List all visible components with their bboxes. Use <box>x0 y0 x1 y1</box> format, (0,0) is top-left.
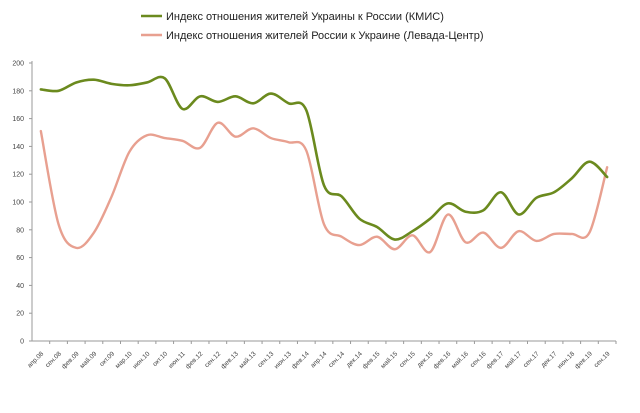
x-tick-label: апр.14 <box>309 350 328 369</box>
x-tick-label: сен.15 <box>398 350 417 369</box>
x-tick-label: июн.10 <box>132 350 152 370</box>
y-tick-label: 140 <box>12 144 24 151</box>
x-tick-label: фев.17 <box>485 350 505 370</box>
x-tick-label: фев.16 <box>432 350 452 370</box>
series-line-kmis <box>39 75 609 241</box>
x-tick-label: сен.17 <box>522 350 541 369</box>
x-tick-label: фев.19 <box>574 350 594 370</box>
x-tick-label: сен.14 <box>327 350 346 369</box>
legend-label-kmis: Индекс отношения жителей Украины к Росси… <box>166 11 444 23</box>
x-tick-label: фев.15 <box>361 350 381 370</box>
x-tick-label: июн.18 <box>556 350 576 370</box>
series-line-levada <box>39 121 609 254</box>
x-tick-label: фев.13 <box>220 350 240 370</box>
x-tick-label: май.15 <box>379 349 400 370</box>
x-tick-label: апр.08 <box>26 350 45 369</box>
x-tick-label: сен.19 <box>593 350 612 369</box>
axes <box>31 61 616 342</box>
x-tick-label: май.09 <box>78 349 99 370</box>
y-tick-label: 100 <box>12 200 24 207</box>
y-tick-label: 40 <box>16 283 24 290</box>
y-axis-ticks: 0 20 40 60 80 100 120 140 160 180 200 <box>12 61 32 346</box>
y-tick-label: 80 <box>16 227 24 234</box>
y-tick-label: 0 <box>20 339 24 346</box>
series-lines <box>39 75 609 254</box>
y-tick-label: 60 <box>16 255 24 262</box>
x-tick-label: фев.14 <box>291 350 311 370</box>
x-tick-label: фев.12 <box>184 350 204 370</box>
x-tick-label: мар.10 <box>114 350 134 370</box>
y-tick-label: 200 <box>12 61 24 68</box>
legend: Индекс отношения жителей Украины к Росси… <box>141 11 484 42</box>
y-tick-label: 20 <box>16 311 24 318</box>
y-tick-label: 160 <box>12 116 24 123</box>
x-tick-label: май.17 <box>503 349 524 370</box>
x-tick-label: май.13 <box>237 349 258 370</box>
x-tick-label: май.16 <box>450 349 471 370</box>
x-tick-label: июн.11 <box>167 350 187 370</box>
x-tick-label: фев.09 <box>61 350 81 370</box>
y-tick-label: 120 <box>12 172 24 179</box>
x-tick-label: июн.13 <box>273 350 293 370</box>
legend-label-levada: Индекс отношения жителей России к Украин… <box>166 30 484 42</box>
y-tick-label: 180 <box>12 88 24 95</box>
